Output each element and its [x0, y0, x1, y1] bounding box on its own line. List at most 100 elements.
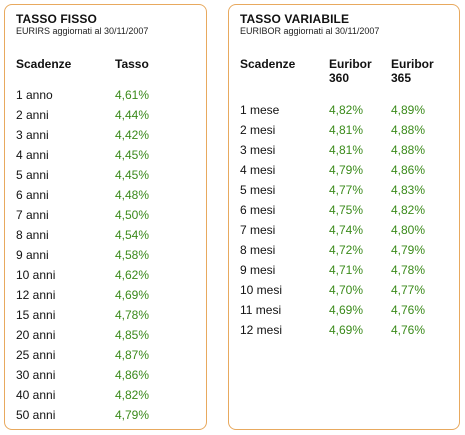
- tasso-variabile-table: 1 mese 4,82% 4,89% 2 mesi 4,81% 4,88% 3 mesi 4,…: [229, 100, 459, 340]
- term-cell: 5 anni: [16, 168, 49, 182]
- euribor-365-cell: 4,76%: [391, 303, 426, 317]
- table-row: 6 anni 4,48%: [5, 185, 206, 205]
- euribor-365-cell: 4,89%: [391, 103, 426, 117]
- rate-cell: 4,78%: [115, 308, 150, 322]
- rate-cell: 4,79%: [115, 408, 150, 422]
- euribor-360-cell: 4,71%: [329, 263, 364, 277]
- table-row: 5 mesi 4,77% 4,83%: [229, 180, 459, 200]
- euribor-360-cell: 4,69%: [329, 303, 364, 317]
- column-header-euribor-365: Euribor 365: [391, 57, 434, 85]
- euribor-360-cell: 4,75%: [329, 203, 364, 217]
- table-row: 5 anni 4,45%: [5, 165, 206, 185]
- rate-cell: 4,61%: [115, 88, 150, 102]
- term-cell: 50 anni: [16, 408, 56, 422]
- term-cell: 7 anni: [16, 208, 49, 222]
- term-cell: 3 anni: [16, 128, 49, 142]
- term-cell: 25 anni: [16, 348, 56, 362]
- table-row: 8 anni 4,54%: [5, 225, 206, 245]
- rate-cell: 4,42%: [115, 128, 150, 142]
- rate-cell: 4,50%: [115, 208, 150, 222]
- term-cell: 15 anni: [16, 308, 56, 322]
- table-row: 7 mesi 4,74% 4,80%: [229, 220, 459, 240]
- euribor-360-cell: 4,82%: [329, 103, 364, 117]
- rate-cell: 4,85%: [115, 328, 150, 342]
- euribor-360-cell: 4,72%: [329, 243, 364, 257]
- term-cell: 1 mese: [240, 103, 280, 117]
- table-row: 2 mesi 4,81% 4,88%: [229, 120, 459, 140]
- table-row: 3 anni 4,42%: [5, 125, 206, 145]
- term-cell: 10 anni: [16, 268, 56, 282]
- term-cell: 8 mesi: [240, 243, 276, 257]
- table-row: 9 mesi 4,71% 4,78%: [229, 260, 459, 280]
- rate-cell: 4,48%: [115, 188, 150, 202]
- term-cell: 40 anni: [16, 388, 56, 402]
- panel-subtitle: EURIBOR aggiornati al 30/11/2007: [240, 26, 380, 36]
- euribor-365-cell: 4,76%: [391, 323, 426, 337]
- table-row: 4 mesi 4,79% 4,86%: [229, 160, 459, 180]
- table-row: 9 anni 4,58%: [5, 245, 206, 265]
- table-row: 30 anni 4,86%: [5, 365, 206, 385]
- panel-subtitle: EURIRS aggiornati al 30/11/2007: [16, 26, 149, 36]
- column-header-scadenze: Scadenze: [16, 57, 72, 71]
- column-header-euribor-360: Euribor 360: [329, 57, 372, 85]
- table-row: 25 anni 4,87%: [5, 345, 206, 365]
- rate-cell: 4,87%: [115, 348, 150, 362]
- table-row: 4 anni 4,45%: [5, 145, 206, 165]
- term-cell: 4 mesi: [240, 163, 276, 177]
- rate-cell: 4,82%: [115, 388, 150, 402]
- tasso-fisso-panel: TASSO FISSO EURIRS aggiornati al 30/11/2…: [4, 4, 207, 430]
- rate-cell: 4,45%: [115, 168, 150, 182]
- euribor-360-cell: 4,69%: [329, 323, 364, 337]
- term-cell: 12 anni: [16, 288, 56, 302]
- column-header-euribor-360-line2: 360: [329, 71, 350, 85]
- term-cell: 5 mesi: [240, 183, 276, 197]
- table-row: 11 mesi 4,69% 4,76%: [229, 300, 459, 320]
- rate-cell: 4,44%: [115, 108, 150, 122]
- table-row: 20 anni 4,85%: [5, 325, 206, 345]
- term-cell: 2 mesi: [240, 123, 276, 137]
- euribor-365-cell: 4,80%: [391, 223, 426, 237]
- tasso-variabile-panel: TASSO VARIABILE EURIBOR aggiornati al 30…: [228, 4, 460, 430]
- term-cell: 9 anni: [16, 248, 49, 262]
- table-row: 10 anni 4,62%: [5, 265, 206, 285]
- table-row: 6 mesi 4,75% 4,82%: [229, 200, 459, 220]
- rate-cell: 4,62%: [115, 268, 150, 282]
- panel-title: TASSO FISSO: [16, 12, 97, 26]
- euribor-365-cell: 4,77%: [391, 283, 426, 297]
- term-cell: 11 mesi: [240, 303, 282, 317]
- tasso-fisso-table: 1 anno 4,61% 2 anni 4,44% 3 anni 4,42% 4 anni 4…: [5, 85, 206, 425]
- table-row: 10 mesi 4,70% 4,77%: [229, 280, 459, 300]
- column-header-scadenze: Scadenze: [240, 57, 296, 71]
- term-cell: 4 anni: [16, 148, 49, 162]
- euribor-360-cell: 4,77%: [329, 183, 364, 197]
- column-header-euribor-360-line1: Euribor: [329, 57, 372, 71]
- column-header-euribor-365-line1: Euribor: [391, 57, 434, 71]
- term-cell: 2 anni: [16, 108, 49, 122]
- euribor-360-cell: 4,70%: [329, 283, 364, 297]
- column-header-euribor-365-line2: 365: [391, 71, 412, 85]
- rate-cell: 4,69%: [115, 288, 150, 302]
- euribor-365-cell: 4,86%: [391, 163, 426, 177]
- table-row: 3 mesi 4,81% 4,88%: [229, 140, 459, 160]
- table-row: 8 mesi 4,72% 4,79%: [229, 240, 459, 260]
- table-row: 12 anni 4,69%: [5, 285, 206, 305]
- euribor-360-cell: 4,74%: [329, 223, 364, 237]
- rate-cell: 4,86%: [115, 368, 150, 382]
- table-row: 1 anno 4,61%: [5, 85, 206, 105]
- euribor-365-cell: 4,88%: [391, 123, 426, 137]
- term-cell: 9 mesi: [240, 263, 276, 277]
- rate-cell: 4,45%: [115, 148, 150, 162]
- term-cell: 3 mesi: [240, 143, 276, 157]
- panel-title: TASSO VARIABILE: [240, 12, 350, 26]
- term-cell: 7 mesi: [240, 223, 276, 237]
- term-cell: 6 mesi: [240, 203, 276, 217]
- column-header-tasso: Tasso: [115, 57, 149, 71]
- rate-cell: 4,54%: [115, 228, 150, 242]
- table-row: 50 anni 4,79%: [5, 405, 206, 425]
- rate-cell: 4,58%: [115, 248, 150, 262]
- table-row: 1 mese 4,82% 4,89%: [229, 100, 459, 120]
- euribor-365-cell: 4,79%: [391, 243, 426, 257]
- table-row: 40 anni 4,82%: [5, 385, 206, 405]
- euribor-360-cell: 4,81%: [329, 123, 364, 137]
- euribor-365-cell: 4,88%: [391, 143, 426, 157]
